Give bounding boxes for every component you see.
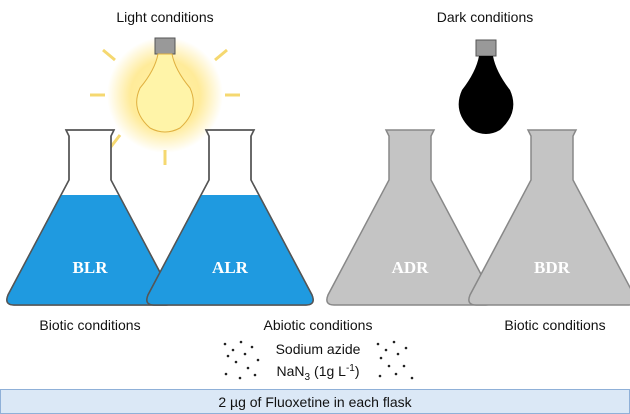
flask-label: ADR — [392, 258, 430, 277]
reagent-name: Sodium azide — [276, 341, 361, 357]
amount-superscript: -1 — [346, 363, 355, 374]
footer-bar — [0, 389, 630, 414]
flask-label: ALR — [212, 258, 249, 277]
condition-label: Abiotic conditions — [264, 317, 373, 333]
formula-base: NaN — [276, 363, 304, 379]
condition-label: Biotic conditions — [504, 317, 605, 333]
flask-label: BLR — [73, 258, 109, 277]
flask: ADR — [326, 129, 494, 306]
flask: BDR — [468, 129, 630, 306]
light-title: Light conditions — [116, 9, 213, 25]
azide-dots — [223, 340, 414, 380]
dark-title: Dark conditions — [437, 9, 534, 25]
flask-label: BDR — [534, 258, 571, 277]
amount-text: (1g L — [314, 363, 346, 379]
flask: ALR — [146, 129, 314, 306]
footer-text: 2 µg of Fluoxetine in each flask — [218, 394, 412, 410]
light-bulb — [90, 37, 240, 165]
reagent-formula: NaN3 (1g L-1) — [276, 363, 359, 383]
amount-close: ) — [355, 363, 360, 379]
formula-subscript: 3 — [304, 372, 310, 383]
dark-bulb — [458, 39, 514, 134]
flask: BLR — [6, 129, 174, 306]
condition-label: Biotic conditions — [39, 317, 140, 333]
